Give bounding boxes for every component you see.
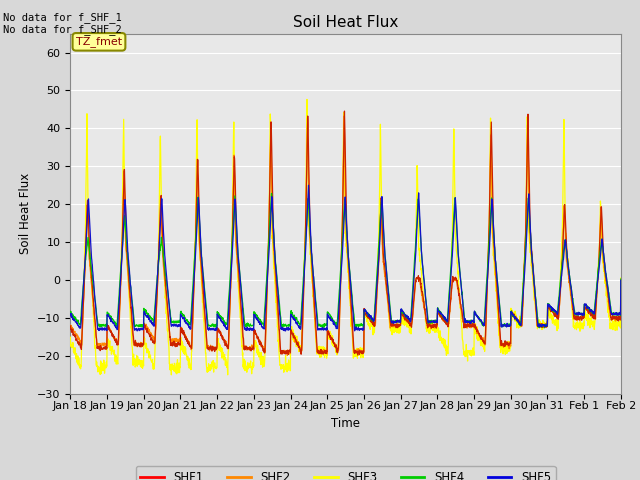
Text: No data for f_SHF_1
No data for f_SHF_2: No data for f_SHF_1 No data for f_SHF_2 [3,12,122,36]
Text: TZ_fmet: TZ_fmet [76,36,122,48]
Y-axis label: Soil Heat Flux: Soil Heat Flux [19,173,31,254]
X-axis label: Time: Time [331,417,360,430]
Title: Soil Heat Flux: Soil Heat Flux [293,15,398,30]
Legend: SHF1, SHF2, SHF3, SHF4, SHF5: SHF1, SHF2, SHF3, SHF4, SHF5 [136,466,556,480]
